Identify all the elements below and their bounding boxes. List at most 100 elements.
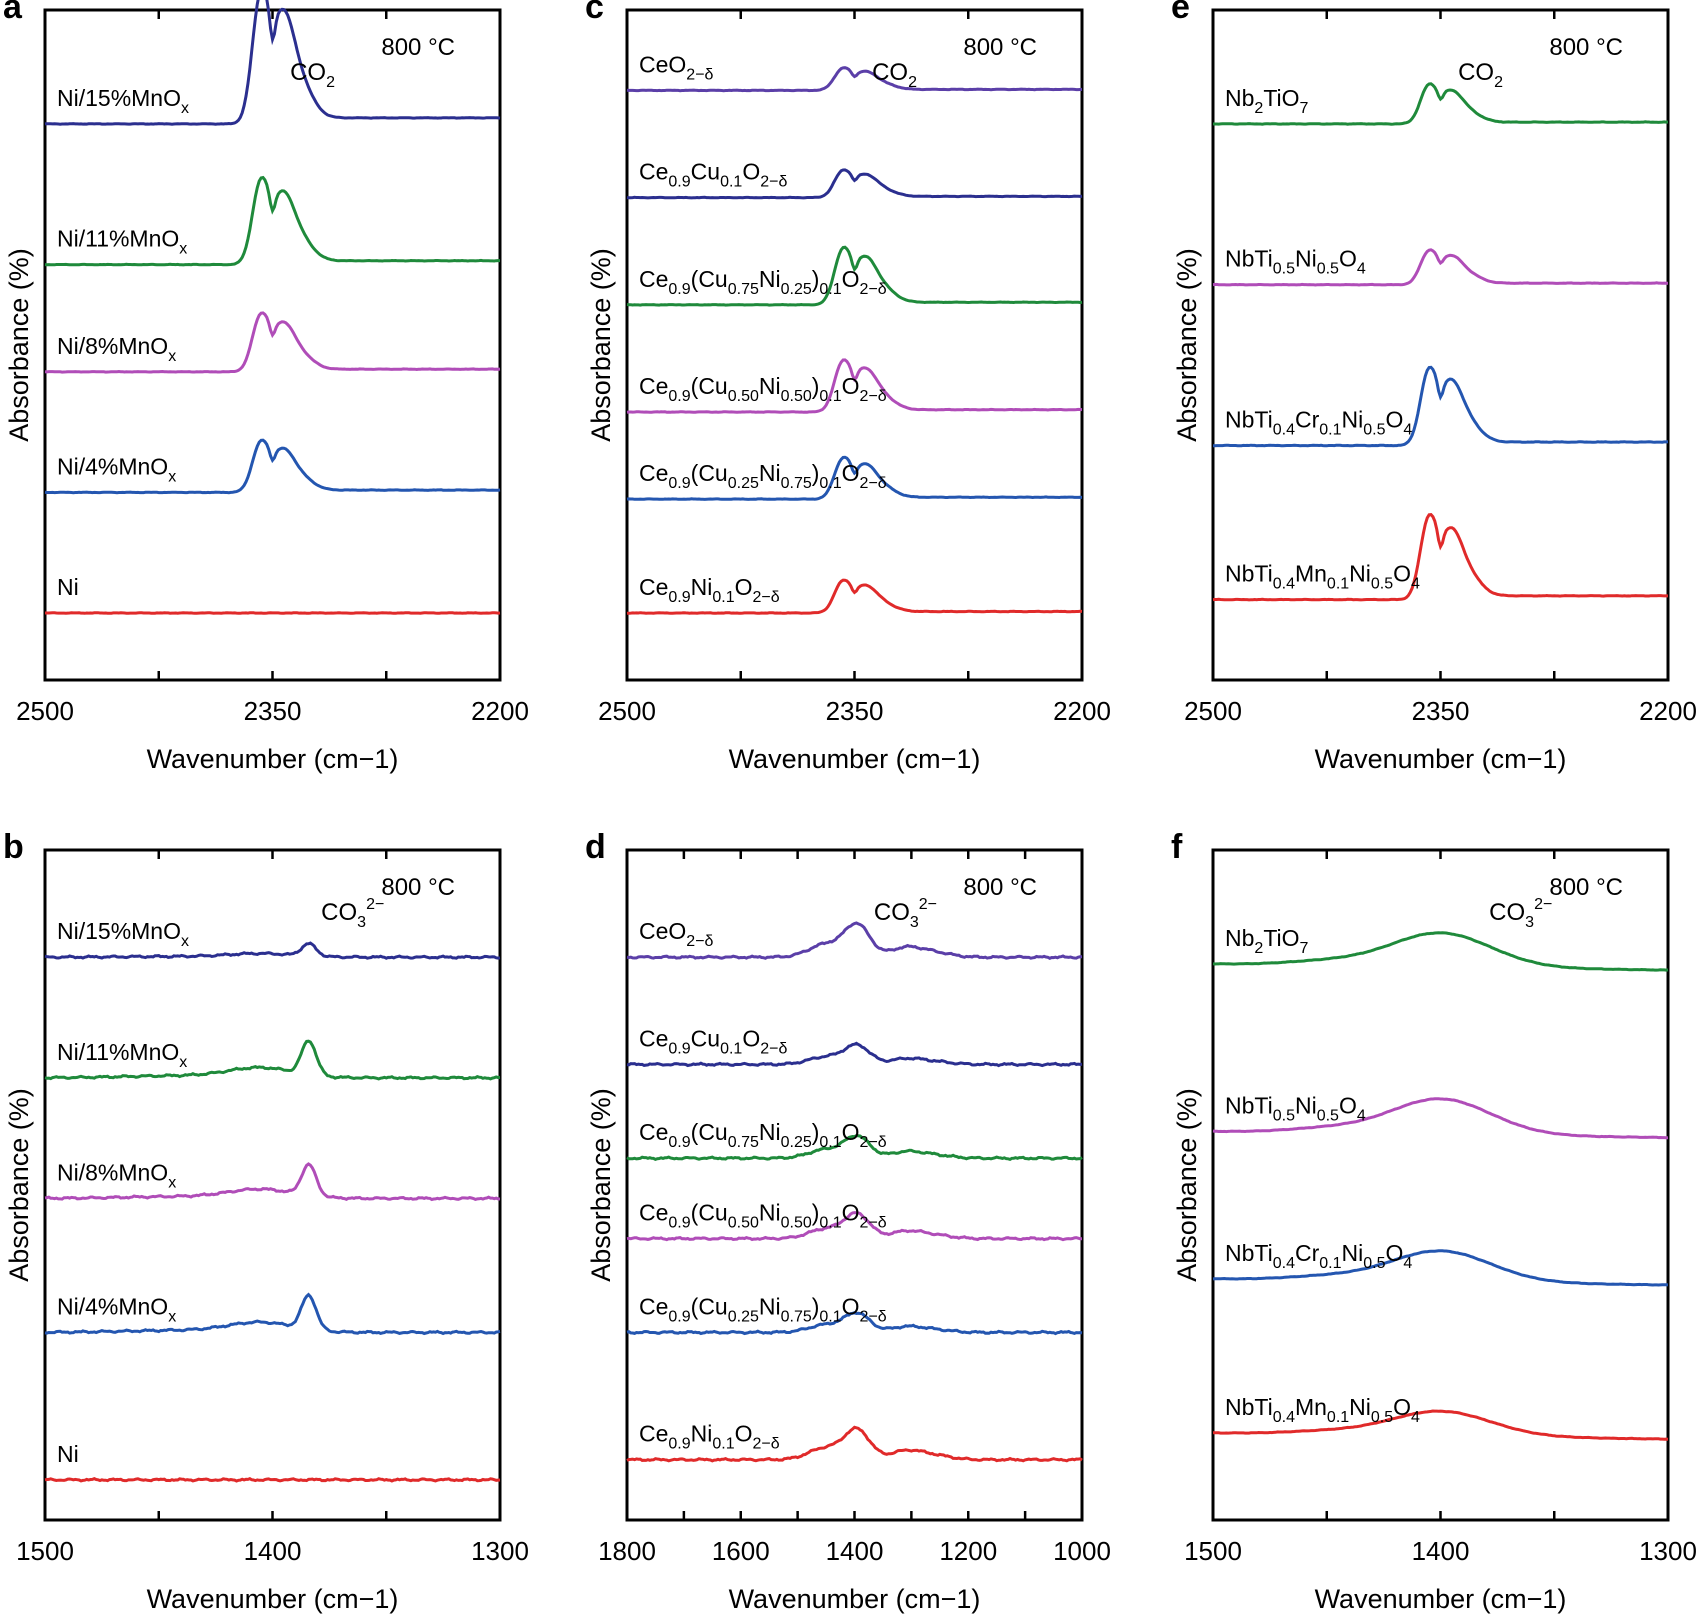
x-axis-label: Wavenumber (cm−1) <box>1315 1584 1567 1614</box>
series-line <box>626 168 1083 200</box>
band-label: CO2 <box>290 59 335 91</box>
temperature-annotation: 800 °C <box>381 34 455 61</box>
x-tick-label: 1500 <box>16 1536 74 1566</box>
series-line <box>44 1039 501 1081</box>
temperature-annotation: 800 °C <box>1549 874 1623 901</box>
band-label: CO2 <box>1458 59 1503 91</box>
panel-d: d 1800 1600 1400 1200 1000 Wavenumber (cm−1) Ab… <box>585 828 1111 1614</box>
x-tick-label: 2200 <box>1639 696 1697 726</box>
series-line <box>1212 1409 1669 1441</box>
series-line <box>1212 82 1669 126</box>
series-line <box>626 1311 1083 1336</box>
panel-label-d: d <box>585 828 606 866</box>
series-line <box>1212 513 1668 602</box>
series-label: Ni/11%MnOx <box>57 226 187 258</box>
x-tick-label: 2350 <box>1412 696 1470 726</box>
series-label: NbTi0.4Mn0.1Ni0.5O4 <box>1225 1394 1420 1426</box>
series-label: CeO2−δ <box>639 51 714 83</box>
series-label: Nb2TiO7 <box>1225 85 1309 117</box>
series-line <box>626 358 1083 414</box>
x-axis-label: Wavenumber (cm−1) <box>729 744 981 774</box>
x-tick-label: 2500 <box>1184 696 1242 726</box>
x-tick-label: 1600 <box>712 1536 770 1566</box>
series-line <box>1212 1097 1669 1140</box>
series-label: Ce0.9(Cu0.25Ni0.75)0.1O2−δ <box>639 460 887 492</box>
x-tick-label: 1400 <box>826 1536 884 1566</box>
y-axis-label: Absorbance (%) <box>586 248 616 442</box>
series-line <box>626 1211 1082 1242</box>
x-tick-label: 1400 <box>1412 1536 1470 1566</box>
temperature-annotation: 800 °C <box>963 874 1037 901</box>
series-line <box>626 455 1083 501</box>
series-line <box>44 941 501 960</box>
plot-frame <box>625 848 1084 1522</box>
temperature-annotation: 800 °C <box>963 34 1037 61</box>
panel-a: a 2500 2350 2200 Wavenumber (cm−1) Absorbance… <box>3 0 529 774</box>
series-label: Ce0.9(Cu0.50Ni0.50)0.1O2−δ <box>639 1200 887 1232</box>
series-line <box>44 175 500 267</box>
series-line <box>1213 365 1669 448</box>
series-label: NbTi0.5Ni0.5O4 <box>1225 246 1366 278</box>
x-tick-label: 1200 <box>939 1536 997 1566</box>
series-label: Nb2TiO7 <box>1225 925 1309 957</box>
y-axis-label: Absorbance (%) <box>4 248 34 442</box>
series-line <box>1212 931 1669 972</box>
band-label: CO2 <box>872 59 917 91</box>
x-tick-label: 2200 <box>1053 696 1111 726</box>
temperature-annotation: 800 °C <box>1549 34 1623 61</box>
series-line <box>626 1041 1083 1068</box>
series-label: Ni/8%MnOx <box>57 333 176 365</box>
series-label: Ni <box>57 1441 79 1467</box>
x-axis-label: Wavenumber (cm−1) <box>147 1584 399 1614</box>
panel-c: c 2500 2350 2200 Wavenumber (cm−1) Absorbance… <box>585 0 1111 774</box>
x-tick-label: 2350 <box>244 696 302 726</box>
series-label: Ni/4%MnOx <box>57 453 176 485</box>
x-tick-label: 1500 <box>1184 1536 1242 1566</box>
x-axis-label: Wavenumber (cm−1) <box>1315 744 1567 774</box>
panel-f: f 1500 1400 1300 Wavenumber (cm−1) Absorbance… <box>1171 828 1697 1614</box>
series-label: Ce0.9Cu0.1O2−δ <box>639 1025 787 1057</box>
x-tick-label: 1300 <box>1639 1536 1697 1566</box>
series-line <box>1212 248 1668 287</box>
series-label: Ce0.9(Cu0.75Ni0.25)0.1O2−δ <box>639 266 887 298</box>
series-line <box>44 311 501 374</box>
series-label: NbTi0.4Mn0.1Ni0.5O4 <box>1225 561 1420 593</box>
series-label: CeO2−δ <box>639 918 714 950</box>
series-label: Ni/15%MnOx <box>57 918 189 950</box>
series-line <box>626 1134 1083 1162</box>
series-line <box>626 921 1082 960</box>
series-line <box>44 0 501 126</box>
y-axis-label: Absorbance (%) <box>1172 248 1202 442</box>
band-label: CO32− <box>874 896 937 931</box>
series-line <box>626 66 1083 93</box>
series-label: Ni/15%MnOx <box>57 85 189 117</box>
panel-label-b: b <box>3 828 24 866</box>
x-tick-label: 2200 <box>471 696 529 726</box>
x-tick-label: 1000 <box>1053 1536 1111 1566</box>
y-axis-label: Absorbance (%) <box>1172 1088 1202 1282</box>
series-line <box>626 578 1083 615</box>
series-line <box>44 1292 501 1336</box>
series-line <box>44 1162 501 1202</box>
x-axis-label: Wavenumber (cm−1) <box>147 744 399 774</box>
series-label: Ce0.9(Cu0.75Ni0.25)0.1O2−δ <box>639 1119 887 1151</box>
series-line <box>44 438 501 495</box>
band-label: CO32− <box>321 896 384 931</box>
series-label: Ni <box>57 574 79 600</box>
series-label: Ce0.9(Cu0.25Ni0.75)0.1O2−δ <box>639 1293 887 1325</box>
band-label: CO32− <box>1489 896 1552 931</box>
series-label: Ce0.9Ni0.1O2−δ <box>639 1421 780 1453</box>
temperature-annotation: 800 °C <box>381 874 455 901</box>
series-line <box>626 245 1083 307</box>
series-line <box>626 1425 1083 1463</box>
panel-label-a: a <box>3 0 23 26</box>
series-label: Ce0.9(Cu0.50Ni0.50)0.1O2−δ <box>639 373 887 405</box>
y-axis-label: Absorbance (%) <box>4 1088 34 1282</box>
y-axis-label: Absorbance (%) <box>586 1088 616 1282</box>
x-tick-label: 2500 <box>16 696 74 726</box>
x-tick-label: 1300 <box>471 1536 529 1566</box>
panel-label-c: c <box>585 0 604 26</box>
series-label: NbTi0.5Ni0.5O4 <box>1225 1092 1366 1124</box>
series-label: NbTi0.4Cr0.1Ni0.5O4 <box>1225 1240 1412 1272</box>
x-tick-label: 1800 <box>598 1536 656 1566</box>
